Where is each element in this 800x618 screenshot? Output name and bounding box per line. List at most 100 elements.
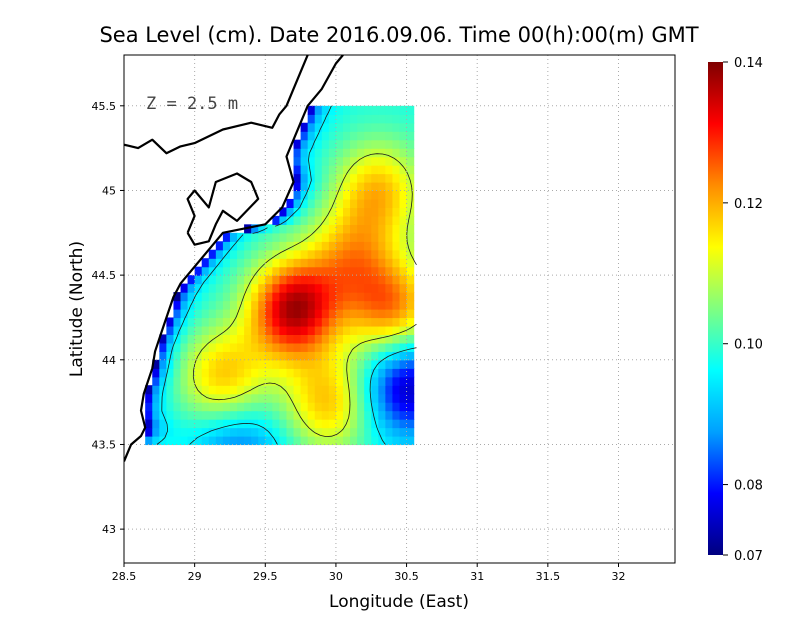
field-cell <box>350 427 358 437</box>
field-cell <box>385 249 394 259</box>
field-cell <box>378 368 386 378</box>
field-cell <box>300 292 309 302</box>
field-cell <box>314 427 323 437</box>
field-cell <box>371 376 379 386</box>
field-cell <box>350 156 358 166</box>
field-cell <box>152 385 160 395</box>
field-cell <box>286 275 295 285</box>
field-cell <box>314 325 323 335</box>
field-cell <box>328 402 337 412</box>
field-cell <box>385 402 394 412</box>
field-cell <box>335 165 344 175</box>
field-cell <box>300 148 309 158</box>
field-cell <box>258 359 266 369</box>
field-cell <box>244 317 252 327</box>
field-cell <box>272 359 281 369</box>
field-cell <box>307 266 316 276</box>
field-cell <box>321 198 330 208</box>
field-cell <box>335 266 344 276</box>
field-cell <box>350 342 358 352</box>
field-cell <box>244 410 252 420</box>
field-cell <box>378 300 386 310</box>
field-cell <box>314 182 323 192</box>
field-cell <box>180 342 189 352</box>
field-cell <box>208 376 217 386</box>
field-cell <box>173 410 182 420</box>
field-cell <box>399 182 408 192</box>
field-cell <box>328 105 337 115</box>
field-cell <box>307 376 316 386</box>
x-tick-label: 31 <box>470 570 484 583</box>
field-cell <box>187 385 196 395</box>
field-cell <box>342 266 351 276</box>
field-cell <box>279 300 288 310</box>
field-cell <box>364 334 372 344</box>
field-cell <box>321 436 330 446</box>
field-cell <box>229 292 238 302</box>
field-cell <box>258 325 266 335</box>
field-cell <box>350 122 358 132</box>
field-cell <box>350 190 358 200</box>
field-cell <box>371 258 379 268</box>
field-cell <box>328 215 337 225</box>
field-cell <box>180 419 189 429</box>
field-cell <box>201 351 210 361</box>
field-cell <box>293 198 302 208</box>
field-cell <box>314 275 323 285</box>
field-cell <box>371 393 379 403</box>
field-cell <box>342 215 351 225</box>
field-cell <box>293 376 302 386</box>
field-cell <box>222 436 231 446</box>
field-cell <box>350 376 358 386</box>
contour-lines <box>156 105 417 445</box>
field-cell <box>194 300 203 310</box>
field-cell <box>378 122 386 132</box>
field-cell <box>251 292 259 302</box>
field-cell <box>180 359 189 369</box>
field-cell <box>314 156 323 166</box>
field-cell <box>201 376 210 386</box>
field-cell <box>208 317 217 327</box>
field-cell <box>335 309 344 319</box>
x-axis-label: Longitude (East) <box>329 592 469 612</box>
field-cell <box>328 334 337 344</box>
field-cell <box>399 334 408 344</box>
field-cell <box>328 258 337 268</box>
field-cell <box>279 436 288 446</box>
field-cell <box>208 402 217 412</box>
field-cell <box>399 190 408 200</box>
field-cell <box>229 325 238 335</box>
field-cell <box>229 283 238 293</box>
field-cell <box>357 402 365 412</box>
field-cell <box>222 292 231 302</box>
field-cell <box>300 402 309 412</box>
field-cell <box>371 359 379 369</box>
field-cell <box>357 148 365 158</box>
field-cell <box>300 351 309 361</box>
field-cell <box>342 139 351 149</box>
field-cell <box>265 249 273 259</box>
field-cell <box>321 317 330 327</box>
field-cell <box>208 258 217 268</box>
field-cell <box>293 241 302 251</box>
field-cell <box>258 283 266 293</box>
field-cell <box>194 385 203 395</box>
field-cell <box>194 436 203 446</box>
field-cell <box>406 292 415 302</box>
field-cell <box>293 292 302 302</box>
field-cell <box>406 165 415 175</box>
field-cell <box>201 419 210 429</box>
field-cell <box>180 385 189 395</box>
field-cell <box>251 249 259 259</box>
field-cell <box>307 351 316 361</box>
field-cell <box>364 190 372 200</box>
field-cell <box>272 224 281 234</box>
field-cell <box>364 359 372 369</box>
field-cell <box>406 114 415 124</box>
field-cell <box>187 317 196 327</box>
field-cell <box>399 148 408 158</box>
field-cell <box>272 309 281 319</box>
field-cell <box>364 283 372 293</box>
y-tick-label: 43 <box>102 523 116 536</box>
field-cell <box>385 173 394 183</box>
